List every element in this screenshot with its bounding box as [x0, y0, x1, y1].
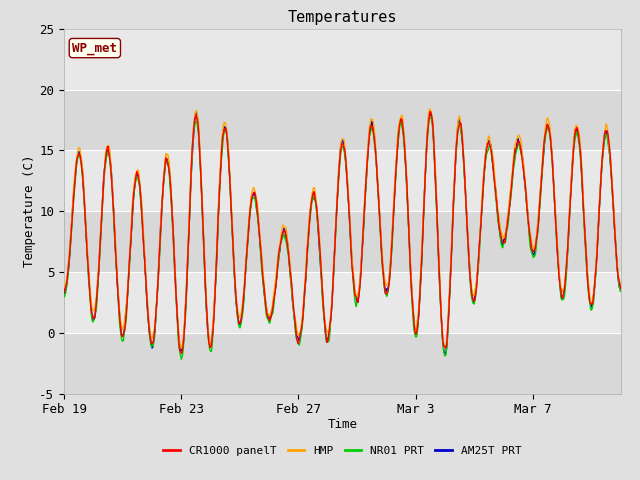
Bar: [64, 211, 621, 272]
Bar: [64, 150, 621, 211]
X-axis label: Time: Time: [328, 418, 357, 431]
Bar: [64, 333, 621, 394]
Text: WP_met: WP_met: [72, 42, 117, 55]
Title: Temperatures: Temperatures: [287, 10, 397, 25]
Bar: [64, 272, 621, 333]
Legend: CR1000 panelT, HMP, NR01 PRT, AM25T PRT: CR1000 panelT, HMP, NR01 PRT, AM25T PRT: [159, 441, 526, 460]
Bar: [64, 90, 621, 150]
Y-axis label: Temperature (C): Temperature (C): [24, 155, 36, 267]
Bar: [64, 29, 621, 90]
